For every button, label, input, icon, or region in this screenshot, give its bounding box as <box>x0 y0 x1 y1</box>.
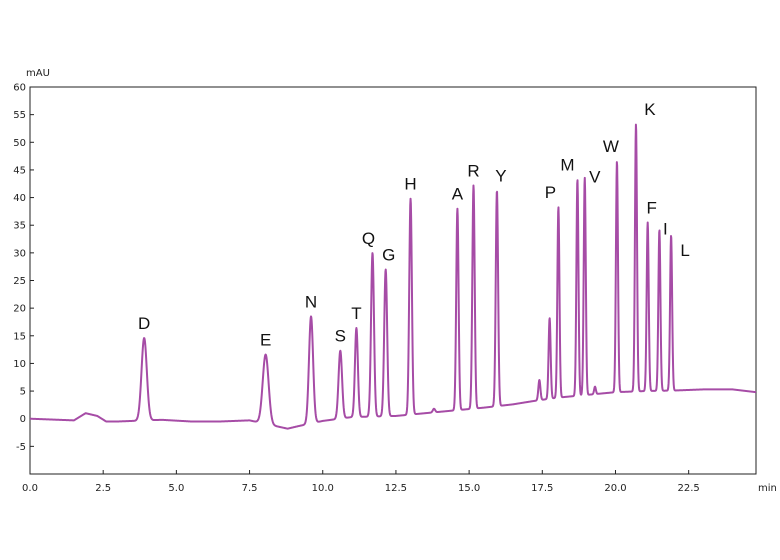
peak-label-H: H <box>404 175 416 194</box>
peak-label-M: M <box>560 155 574 174</box>
peak-label-W: W <box>603 137 619 156</box>
x-tick-label: 17.5 <box>531 483 553 494</box>
peak-label-V: V <box>589 168 601 187</box>
peak-label-R: R <box>467 161 479 180</box>
y-tick-label: 5 <box>20 387 26 398</box>
y-tick-label: 50 <box>13 138 26 149</box>
x-axis: 0.0 2.5 5.0 7.5 10.0 12.5 15.0 17.5 20.0 22.5 <box>22 470 700 494</box>
y-tick-label: 0 <box>20 414 26 425</box>
y-tick-label: 20 <box>13 304 26 315</box>
peak-label-A: A <box>452 185 464 204</box>
y-tick-label: 35 <box>13 221 26 232</box>
peak-label-L: L <box>680 241 689 260</box>
x-tick-label: 12.5 <box>385 483 407 494</box>
x-axis-unit: min <box>758 483 777 494</box>
x-tick-label: 7.5 <box>242 483 258 494</box>
peak-label-D: D <box>138 314 150 333</box>
peak-label-Y: Y <box>495 166 506 185</box>
y-tick-label: 45 <box>13 165 26 176</box>
peak-label-F: F <box>646 198 656 217</box>
peak-label-G: G <box>382 245 395 264</box>
y-tick-label: 15 <box>13 331 26 342</box>
x-tick-label: 22.5 <box>678 483 700 494</box>
peak-label-P: P <box>545 183 556 202</box>
y-tick-label: 30 <box>13 248 26 259</box>
peak-label-S: S <box>335 327 346 346</box>
y-tick-label: 40 <box>13 193 26 204</box>
peak-label-N: N <box>305 292 317 311</box>
x-tick-label: 2.5 <box>95 483 111 494</box>
peak-label-E: E <box>260 331 271 350</box>
y-axis-unit: mAU <box>26 68 50 79</box>
y-axis: -5 0 5 10 15 20 25 30 35 40 45 50 55 60 <box>13 83 34 453</box>
chromatogram-trace <box>29 123 757 430</box>
y-tick-label: 10 <box>13 359 26 370</box>
peak-label-I: I <box>663 220 668 239</box>
x-tick-label: 20.0 <box>604 483 626 494</box>
y-tick-label: 60 <box>13 83 26 94</box>
x-tick-label: 15.0 <box>458 483 480 494</box>
x-tick-label: 5.0 <box>168 483 184 494</box>
y-tick-label: 55 <box>13 110 26 121</box>
peak-label-Q: Q <box>362 229 375 248</box>
peak-label-T: T <box>351 304 361 323</box>
x-tick-label: 10.0 <box>312 483 334 494</box>
peak-label-K: K <box>644 100 656 119</box>
y-tick-label: -5 <box>16 442 26 453</box>
x-tick-label: 0.0 <box>22 483 38 494</box>
y-tick-label: 25 <box>13 276 26 287</box>
